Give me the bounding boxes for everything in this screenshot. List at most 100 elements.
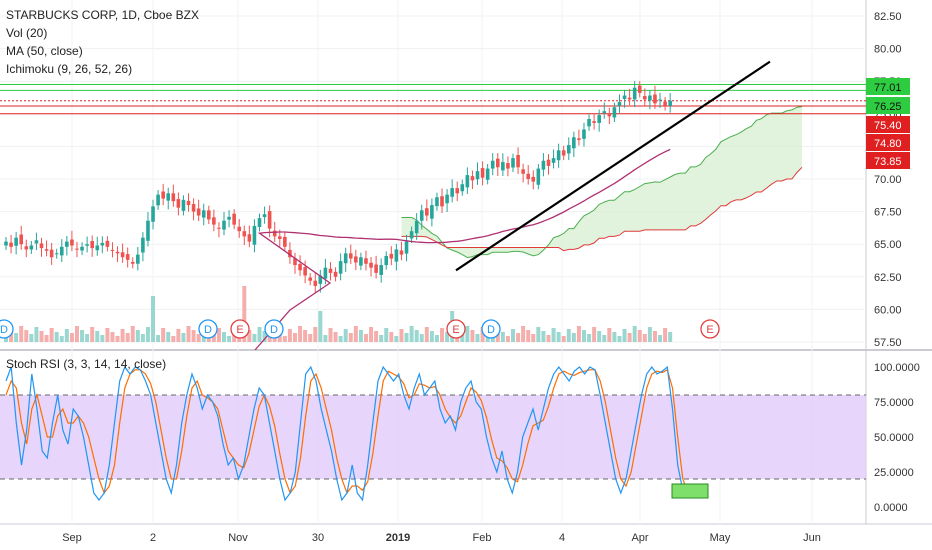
volume-bar (161, 328, 166, 342)
candle-body (384, 255, 389, 266)
volume-bar (49, 328, 54, 342)
volume-bar (14, 333, 19, 342)
indicator-stoch-rsi[interactable]: Stoch RSI (3, 3, 14, 14, close) (6, 357, 167, 371)
volume-bar (100, 335, 105, 342)
volume-bar (151, 296, 156, 342)
candle-body (54, 253, 59, 255)
volume-bar (145, 327, 150, 342)
volume-bar (637, 330, 642, 342)
volume-bar (222, 332, 227, 342)
event-marker-label: D (487, 324, 495, 336)
volume-bar (374, 331, 379, 342)
candle-body (394, 249, 399, 262)
volume-bar (181, 333, 186, 342)
volume-bars (4, 286, 673, 342)
volume-bar (511, 329, 515, 342)
time-tick-label: 4 (559, 532, 565, 544)
candle-body (404, 241, 409, 254)
candle-body (217, 227, 221, 229)
volume-bar (521, 326, 526, 342)
indicator-ma[interactable]: MA (50, close) (6, 44, 83, 58)
trendline[interactable] (455, 60, 771, 272)
candle-body (95, 245, 100, 251)
volume-bar (424, 327, 429, 342)
volume-bar (135, 330, 140, 342)
volume-bar (323, 335, 328, 342)
candle-body (470, 176, 475, 181)
candle-body (597, 115, 601, 123)
candle-body (419, 210, 424, 221)
candle-body (379, 265, 383, 275)
candle-body (435, 197, 439, 207)
volume-bar (80, 330, 85, 342)
volume-bar (602, 335, 607, 342)
volume-bar (536, 327, 541, 342)
volume-bar (24, 330, 29, 342)
volume-bar (546, 335, 551, 342)
volume-bar (505, 336, 510, 342)
rsi-tick-label: 100.0000 (874, 362, 920, 374)
volume-bar (338, 336, 343, 342)
cloud-span-a (401, 106, 803, 259)
volume-bar (333, 332, 338, 342)
rsi-tick-label: 0.0000 (874, 502, 908, 514)
candle-body (592, 121, 596, 123)
volume-bar (257, 327, 262, 342)
volume-bar (399, 329, 404, 342)
volume-bar (622, 329, 627, 342)
candle-body (44, 249, 49, 251)
candle-body (389, 253, 394, 259)
volume-bar (587, 334, 592, 342)
candle-body (318, 275, 323, 284)
candle-body (136, 254, 140, 264)
candle-body (637, 85, 642, 93)
candle-body (65, 241, 69, 247)
candle-body (668, 100, 672, 106)
volume-bar (369, 327, 374, 342)
candle-body (257, 218, 262, 227)
volume-bar (166, 332, 171, 342)
volume-bar (384, 328, 389, 342)
volume-bar (171, 336, 176, 342)
volume-bar (125, 333, 130, 342)
candle-body (59, 246, 64, 256)
candle-body (100, 242, 105, 246)
event-marker-circle (481, 319, 501, 339)
candle-body (495, 158, 500, 168)
volume-bar (475, 334, 480, 342)
candle-body (338, 261, 343, 274)
candle-body (49, 249, 54, 258)
time-tick-label: Nov (228, 532, 248, 544)
volume-bar (313, 327, 318, 342)
volume-bar (298, 326, 303, 342)
candle-body (110, 249, 115, 251)
candle-body (176, 199, 181, 208)
candle-body (364, 258, 368, 264)
candle-body (526, 173, 531, 179)
candle-body (323, 267, 328, 279)
volume-bar (90, 327, 95, 342)
volume-bar (227, 336, 232, 342)
candle-body (572, 137, 576, 149)
volume-bar (262, 331, 267, 342)
candle-body (658, 99, 662, 101)
indicator-ichimoku[interactable]: Ichimoku (9, 26, 52, 26) (6, 62, 133, 76)
volume-bar (404, 333, 409, 342)
candle-body (262, 214, 267, 218)
volume-bar (566, 329, 571, 342)
candle-body (186, 200, 191, 206)
volume-bar (318, 311, 323, 342)
candle-body (551, 158, 556, 163)
time-tick-label: 2019 (386, 532, 410, 544)
candle-body (196, 208, 201, 216)
indicator-volume[interactable]: Vol (20) (6, 26, 48, 40)
candle-body (607, 114, 612, 117)
volume-bar (44, 335, 49, 342)
event-marker-label: D (270, 324, 278, 336)
cloud-span-b (401, 166, 803, 252)
volume-bar (612, 332, 617, 342)
volume-bar (663, 328, 668, 342)
volume-bar (252, 334, 257, 342)
